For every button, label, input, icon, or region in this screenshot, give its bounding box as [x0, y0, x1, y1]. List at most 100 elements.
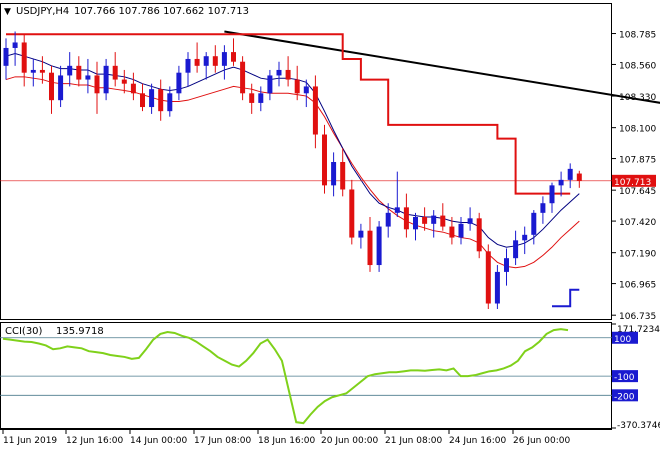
cci-level-marker: [612, 370, 638, 383]
candle: [413, 212, 418, 241]
time-tick-label: 11 Jun 2019: [3, 436, 57, 446]
price-tick-label: 106.965: [619, 281, 656, 291]
time-tick-label: 20 Jun 00:00: [321, 436, 378, 446]
cci-level-marker: [612, 389, 638, 402]
cci-line: [2, 328, 569, 425]
candle-body: [485, 251, 491, 304]
candle-body: [39, 69, 45, 73]
candle: [394, 171, 400, 217]
candle: [194, 42, 200, 73]
candle: [549, 182, 555, 213]
candle-body: [504, 258, 509, 272]
candle-body: [394, 207, 400, 213]
candle: [431, 210, 437, 238]
price-tick-label: 108.785: [619, 31, 656, 41]
candle: [149, 83, 155, 114]
candle-body: [576, 173, 582, 181]
candle-body: [531, 212, 537, 235]
candle: [49, 65, 54, 114]
candle-body: [458, 223, 464, 238]
symbol-menu-icon[interactable]: ▼: [4, 7, 11, 17]
candle-body: [349, 189, 355, 238]
candle: [58, 65, 64, 108]
cci-level-lines: [0, 337, 612, 396]
candle: [121, 69, 127, 94]
candle: [558, 171, 564, 197]
time-tick-label: 24 Jun 16:00: [449, 436, 506, 446]
candle: [267, 69, 273, 101]
candle: [112, 52, 118, 87]
candle: [140, 83, 145, 112]
candles: [3, 31, 582, 310]
candle-body: [422, 216, 428, 224]
candle: [285, 56, 291, 87]
candle-body: [513, 240, 519, 259]
candle-body: [103, 65, 109, 94]
candle: [130, 72, 136, 101]
candle: [221, 45, 227, 80]
candle: [385, 203, 391, 238]
candle-body: [49, 72, 54, 101]
main-pane-frame: [0, 3, 612, 320]
candle: [367, 216, 373, 272]
candle-body: [476, 218, 482, 252]
candle-body: [258, 93, 264, 103]
candle: [322, 124, 327, 194]
candle-body: [67, 65, 73, 76]
candle-body: [12, 42, 18, 48]
time-tick-label: 17 Jun 08:00: [194, 436, 251, 446]
candle: [567, 163, 573, 189]
candle-body: [494, 271, 500, 304]
cci-level-label: -200: [614, 392, 635, 402]
candle: [422, 207, 428, 231]
candle: [376, 221, 382, 272]
candle: [12, 31, 18, 66]
cci-range-label: -370.3746: [617, 421, 660, 431]
candle: [504, 248, 509, 286]
candle-body: [76, 65, 82, 80]
cci-level-marker: [612, 331, 638, 344]
candle: [449, 216, 455, 245]
candle-body: [221, 52, 227, 66]
candle-body: [549, 185, 555, 204]
candle-body: [21, 42, 27, 73]
current-price-label: 107.713: [614, 178, 651, 188]
candle: [303, 79, 309, 108]
price-series: [0, 30, 660, 308]
candle: [531, 210, 537, 245]
candle-body: [240, 61, 246, 94]
time-tick-label: 21 Jun 08:00: [385, 436, 442, 446]
candle-body: [85, 75, 91, 80]
trendline: [224, 30, 660, 104]
cci-series: [2, 328, 569, 425]
candle: [576, 170, 582, 188]
candle: [158, 79, 164, 121]
candle: [467, 207, 473, 231]
candle-body: [212, 56, 218, 66]
candle-body: [203, 56, 209, 66]
candle-body: [358, 230, 364, 238]
candle-body: [276, 69, 282, 76]
candle: [403, 193, 409, 238]
channel-lower-line: [552, 288, 580, 308]
time-axis: 11 Jun 2019 12 Jun 16:00 14 Jun 00:00 17 Ju…: [2, 429, 570, 446]
cci-level-label: 100: [614, 335, 631, 345]
time-tick-label: 12 Jun 16:00: [66, 436, 123, 446]
candle-body: [540, 203, 546, 213]
candle: [212, 45, 218, 73]
price-tick-label: 107.420: [619, 218, 656, 228]
candle: [476, 212, 482, 259]
candle: [458, 216, 464, 245]
candle: [540, 196, 546, 224]
candle: [167, 86, 173, 117]
candle-body: [467, 218, 473, 224]
price-tick-label: 107.645: [619, 187, 656, 197]
candle: [249, 83, 255, 114]
ohlc-label: 107.766 107.786 107.662 107.713: [74, 6, 249, 17]
candle-body: [94, 75, 100, 94]
candle-body: [367, 230, 373, 266]
